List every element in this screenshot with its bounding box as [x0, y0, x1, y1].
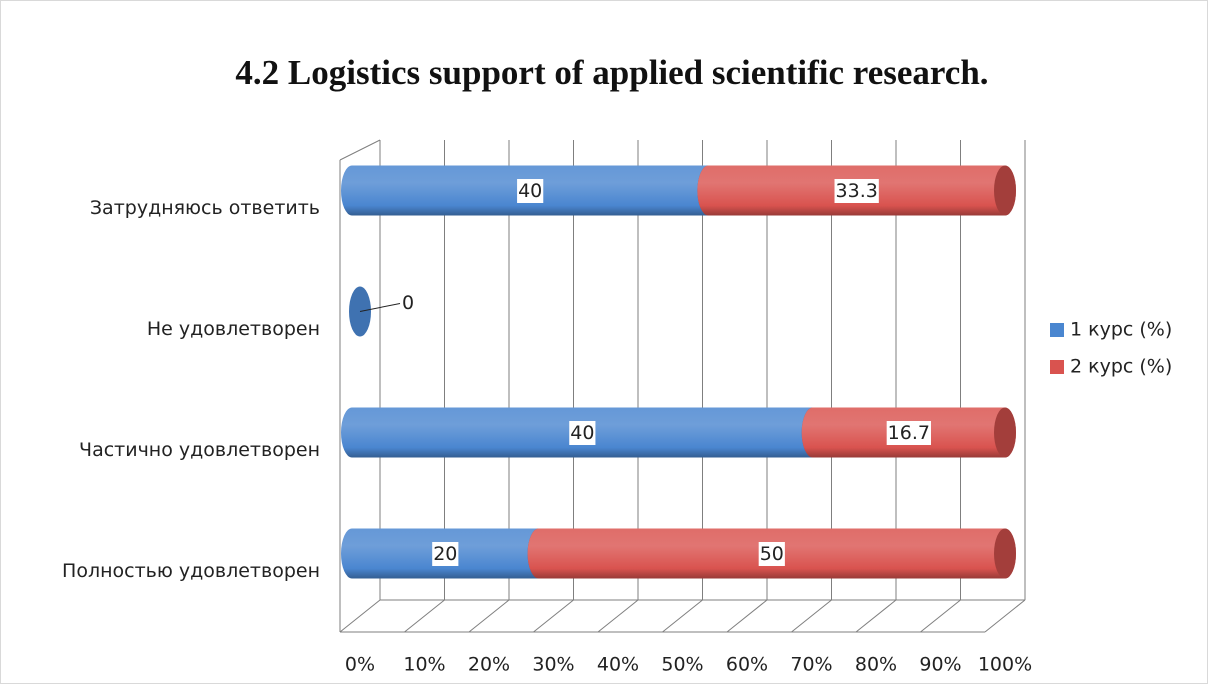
data-label-bg — [834, 179, 879, 203]
data-label-bg — [886, 421, 931, 445]
chart-title: 4.2 Logistics support of applied scienti… — [235, 53, 988, 92]
data-label-bg — [517, 179, 544, 203]
x-tick-label: 50% — [661, 654, 703, 676]
x-tick-label: 100% — [978, 654, 1032, 676]
x-tick-label: 30% — [532, 654, 574, 676]
data-label: 20 — [433, 543, 457, 565]
left-wall-top — [339, 139, 381, 161]
bar-cap — [994, 165, 1016, 216]
floor-grid-line — [468, 599, 510, 633]
data-label: 40 — [570, 422, 594, 444]
floor-grid-line — [920, 599, 961, 633]
legend-swatch — [1050, 360, 1064, 374]
y-tick-label: Полностью удовлетворен — [62, 560, 320, 582]
y-tick-label: Частично удовлетворен — [79, 439, 320, 461]
floor-grid-line — [984, 599, 1026, 633]
bar-cap — [994, 407, 1016, 458]
leader-line — [359, 303, 401, 312]
x-tick-label: 10% — [403, 654, 445, 676]
floor-grid-line — [662, 599, 703, 633]
floor-grid-line — [791, 599, 832, 633]
legend-label: 2 курс (%) — [1070, 356, 1172, 378]
legend-label: 1 курс (%) — [1070, 319, 1172, 341]
y-tick-label: Затрудняюсь ответить — [90, 197, 320, 219]
x-tick-label: 70% — [790, 654, 832, 676]
floor-grid-line — [533, 599, 574, 633]
floor-grid-line — [404, 599, 445, 633]
data-label-bg — [758, 542, 785, 566]
floor-grid-line — [339, 599, 381, 633]
data-label: 33.3 — [836, 180, 878, 202]
data-label: 0 — [402, 292, 414, 314]
floor-grid-line — [855, 599, 897, 633]
data-label: 40 — [518, 180, 542, 202]
floor-grid-line — [597, 599, 639, 633]
y-tick-label: Не удовлетворен — [147, 318, 320, 340]
floor-grid-line — [726, 599, 768, 633]
data-label: 16.7 — [888, 422, 930, 444]
x-tick-label: 0% — [345, 654, 375, 676]
x-tick-label: 20% — [468, 654, 510, 676]
data-label: 50 — [760, 543, 784, 565]
legend-swatch — [1050, 323, 1064, 337]
bar-cap — [994, 528, 1016, 579]
x-tick-label: 60% — [726, 654, 768, 676]
x-tick-label: 80% — [855, 654, 897, 676]
data-label-bg — [432, 542, 459, 566]
x-tick-label: 40% — [597, 654, 639, 676]
x-tick-label: 90% — [919, 654, 961, 676]
data-label-bg — [569, 421, 596, 445]
